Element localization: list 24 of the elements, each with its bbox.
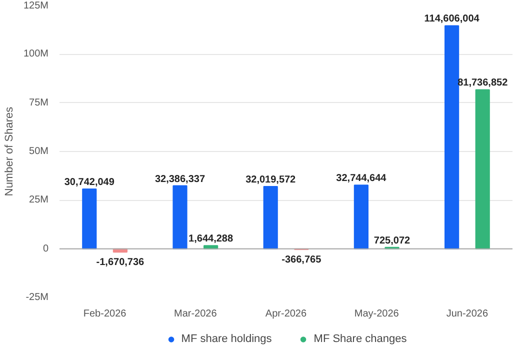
x-tick-label: Mar-2026 [174, 308, 218, 320]
y-tick-label: 0 [42, 243, 49, 254]
y-axis-title: Number of Shares [3, 106, 16, 196]
data-label: 30,742,049 [64, 176, 115, 188]
data-label: 725,072 [374, 235, 411, 246]
legend-label: MF share holdings [181, 333, 272, 345]
legend-label: MF Share changes [314, 333, 407, 345]
data-label: 32,019,572 [246, 174, 296, 186]
data-label: 114,606,004 [424, 14, 480, 25]
y-tick-label: 125M [23, 0, 48, 12]
y-tick-label: 25M [29, 194, 48, 206]
y-tick-label: -25M [26, 292, 49, 303]
x-tick-label: May-2026 [354, 308, 400, 320]
data-label: 32,386,337 [154, 174, 206, 185]
data-label: -366,765 [282, 254, 322, 266]
x-tick-label: Jun-2026 [446, 308, 488, 320]
y-tick-label: 100M [23, 48, 48, 60]
y-tick-label: 75M [29, 97, 48, 108]
data-label: 32,744,644 [336, 173, 387, 184]
data-label: -1,670,736 [96, 257, 145, 268]
x-tick-label: Apr-2026 [265, 308, 308, 320]
x-tick-label: Feb-2026 [83, 308, 127, 320]
data-label: 1,644,288 [188, 234, 234, 245]
y-tick-label: 50M [29, 146, 48, 157]
